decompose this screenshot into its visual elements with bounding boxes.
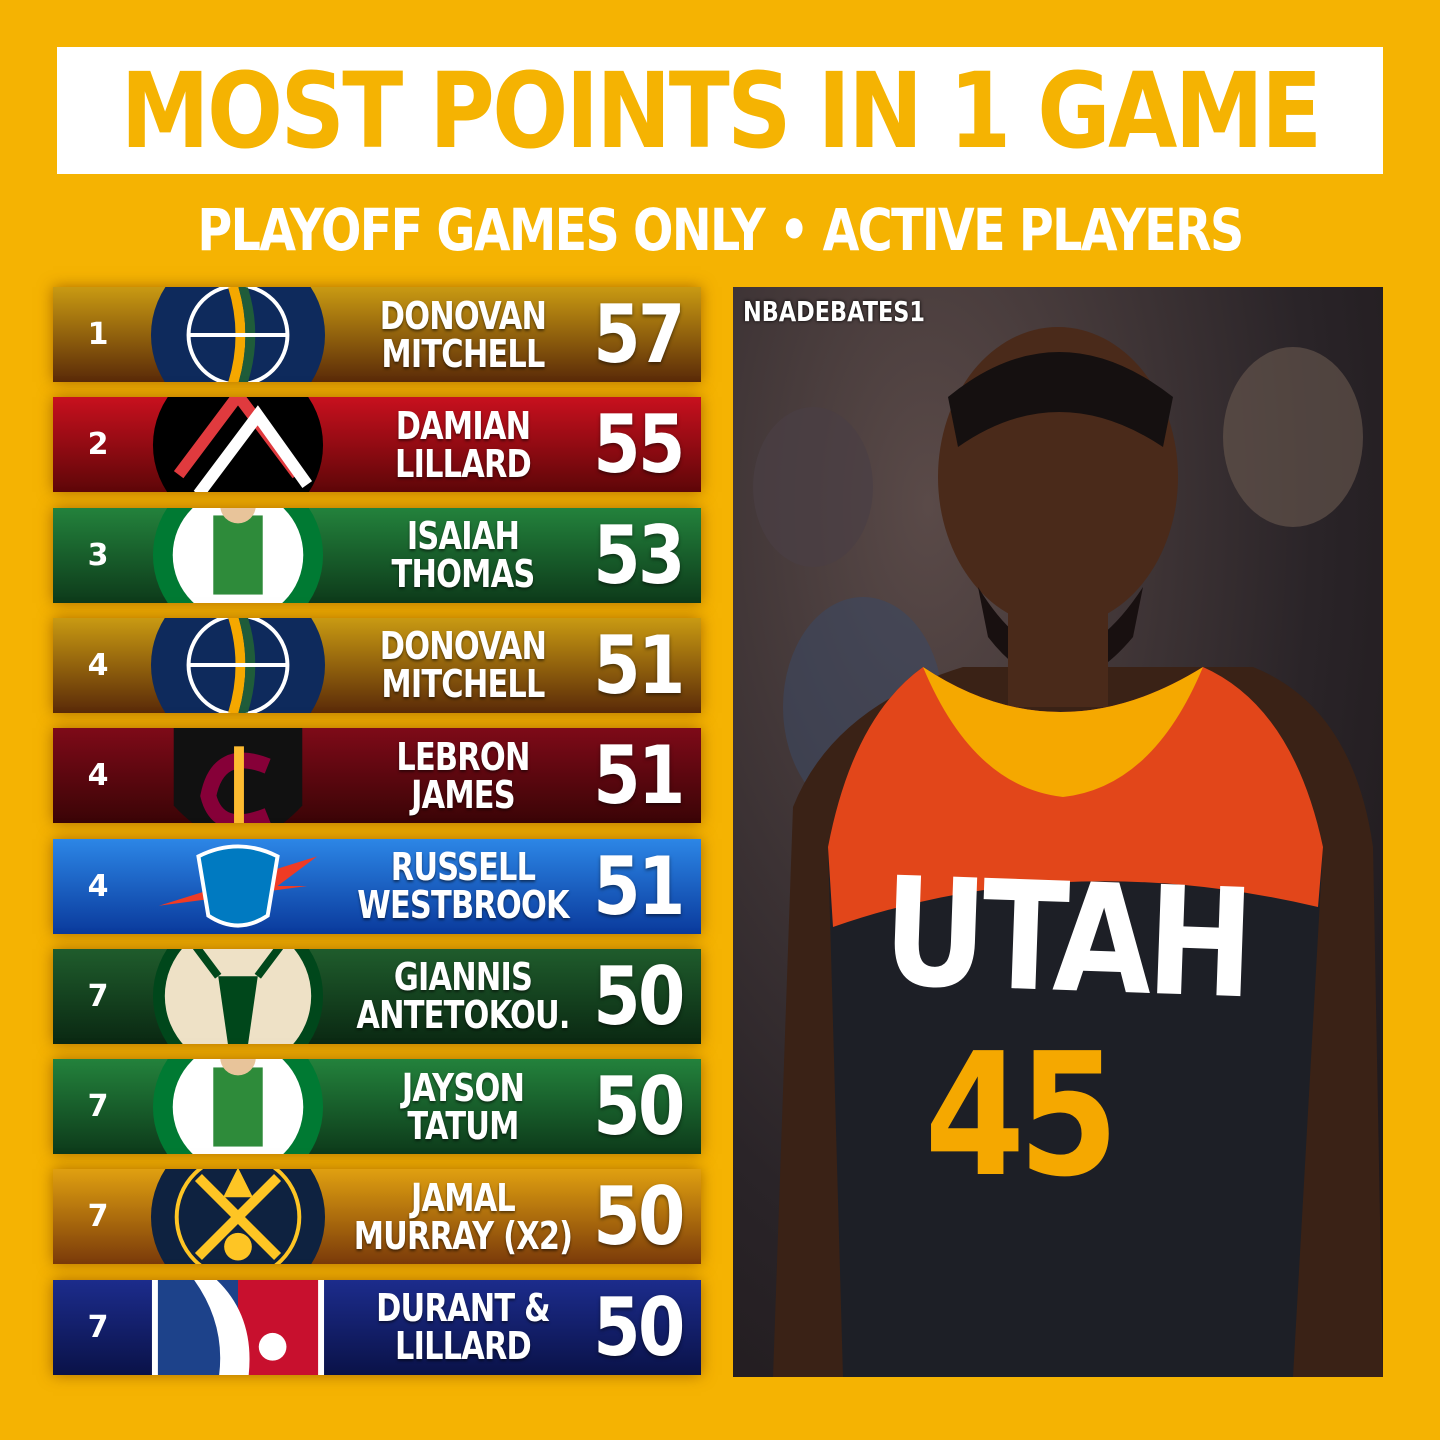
player-name-line1: DAMIAN — [395, 403, 531, 448]
watermark: NBADEBATES1 — [743, 295, 926, 328]
player-name-line2: MITCHELL — [381, 662, 545, 707]
jersey-text: UTAH — [880, 845, 1252, 1033]
points: 50 — [593, 949, 685, 1043]
thunder-logo-icon — [149, 839, 327, 934]
player-name-line1: RUSSELL — [390, 845, 536, 889]
player-photo: UTAH 45 NBADEBATES1 — [733, 287, 1383, 1377]
jazz-logo-icon — [149, 617, 327, 713]
ranking-row: 7 DURANT & LILLARD 50 — [53, 1279, 701, 1375]
ranking-row: 4 DONOVAN MITCHELL 51 — [53, 617, 701, 713]
subtitle: PLAYOFF GAMES ONLY • ACTIVE PLAYERS — [197, 196, 1244, 264]
player-name-line2: MITCHELL — [381, 331, 545, 376]
points: 51 — [593, 618, 685, 712]
player-illustration — [753, 327, 1383, 1377]
points: 55 — [593, 398, 685, 492]
ranking-row: 7 GIANNIS ANTETOKOU. 50 — [53, 948, 701, 1044]
player-name-line2: MURRAY (X2) — [353, 1213, 573, 1258]
title-banner: MOST POINTS IN 1 GAME — [57, 47, 1383, 174]
player-name: JAYSON TATUM — [367, 1059, 559, 1154]
player-name-line1: GIANNIS — [393, 955, 533, 1000]
points: 50 — [593, 1170, 685, 1264]
points: 50 — [593, 1060, 685, 1154]
celtics-logo-icon — [149, 507, 327, 603]
player-name-line1: LEBRON — [396, 734, 530, 779]
player-name: LEBRON JAMES — [367, 728, 559, 823]
page-title: MOST POINTS IN 1 GAME — [120, 49, 1322, 172]
player-name: DAMIAN LILLARD — [367, 397, 559, 492]
ranking-row: 3 ISAIAH THOMAS 53 — [53, 507, 701, 603]
svg-text:C: C — [229, 728, 248, 731]
ranking-row: 7 JAMAL MURRAY (X2) 50 — [53, 1169, 701, 1265]
player-name: RUSSELL WESTBROOK — [357, 839, 569, 934]
rank: 3 — [87, 537, 109, 573]
player-name-line2: LILLARD — [395, 441, 532, 486]
player-name-line2: LILLARD — [395, 1324, 532, 1369]
player-name-line2: THOMAS — [391, 552, 536, 597]
player-name-line1: ISAIAH — [406, 514, 520, 559]
player-name: DONOVAN MITCHELL — [367, 618, 559, 713]
nuggets-logo-icon — [149, 1169, 327, 1265]
player-name-line1: JAMAL — [411, 1175, 516, 1220]
nba-logo-icon — [149, 1279, 327, 1375]
cavaliers-logo-icon: C — [149, 728, 327, 824]
rank: 4 — [87, 647, 109, 683]
bucks-logo-icon — [149, 948, 327, 1044]
player-name: DURANT & LILLARD — [367, 1280, 559, 1375]
player-name: DONOVAN MITCHELL — [367, 287, 559, 382]
player-name-line2: ANTETOKOU. — [356, 993, 570, 1038]
points: 57 — [593, 288, 685, 381]
points: 51 — [593, 729, 685, 823]
rank: 4 — [87, 868, 109, 904]
rank: 4 — [87, 758, 109, 794]
points: 53 — [593, 508, 685, 602]
player-name: JAMAL MURRAY (X2) — [354, 1169, 573, 1264]
ranking-row: 1 DONOVAN MITCHELL 57 — [53, 287, 701, 382]
player-name-line1: DURANT & — [376, 1286, 551, 1331]
rank: 7 — [87, 1199, 109, 1235]
rank: 7 — [87, 1309, 109, 1345]
ranking-row: 7 JAYSON TATUM 50 — [53, 1059, 701, 1155]
blazers-logo-icon — [149, 397, 327, 493]
ranking-row: 4 RUSSELL WESTBROOK 51 — [53, 838, 701, 934]
player-name-line2: TATUM — [407, 1103, 519, 1148]
rank: 1 — [87, 317, 109, 352]
ranking-row: 2 DAMIAN LILLARD 55 — [53, 397, 701, 493]
player-name-line1: DONOVAN — [379, 293, 547, 338]
player-name: GIANNIS ANTETOKOU. — [356, 949, 570, 1044]
player-name-line2: WESTBROOK — [357, 883, 569, 927]
player-name: ISAIAH THOMAS — [367, 508, 559, 603]
rank: 2 — [87, 427, 109, 463]
jazz-logo-icon — [149, 287, 327, 382]
rank: 7 — [87, 1089, 109, 1125]
player-name-line1: DONOVAN — [379, 624, 547, 669]
player-name-line2: JAMES — [411, 772, 516, 817]
points: 51 — [593, 839, 685, 933]
points: 50 — [593, 1280, 685, 1374]
player-name-line1: JAYSON — [401, 1065, 525, 1110]
rank: 7 — [87, 978, 109, 1014]
celtics-logo-icon — [149, 1059, 327, 1155]
jersey-number: 45 — [924, 1017, 1119, 1215]
